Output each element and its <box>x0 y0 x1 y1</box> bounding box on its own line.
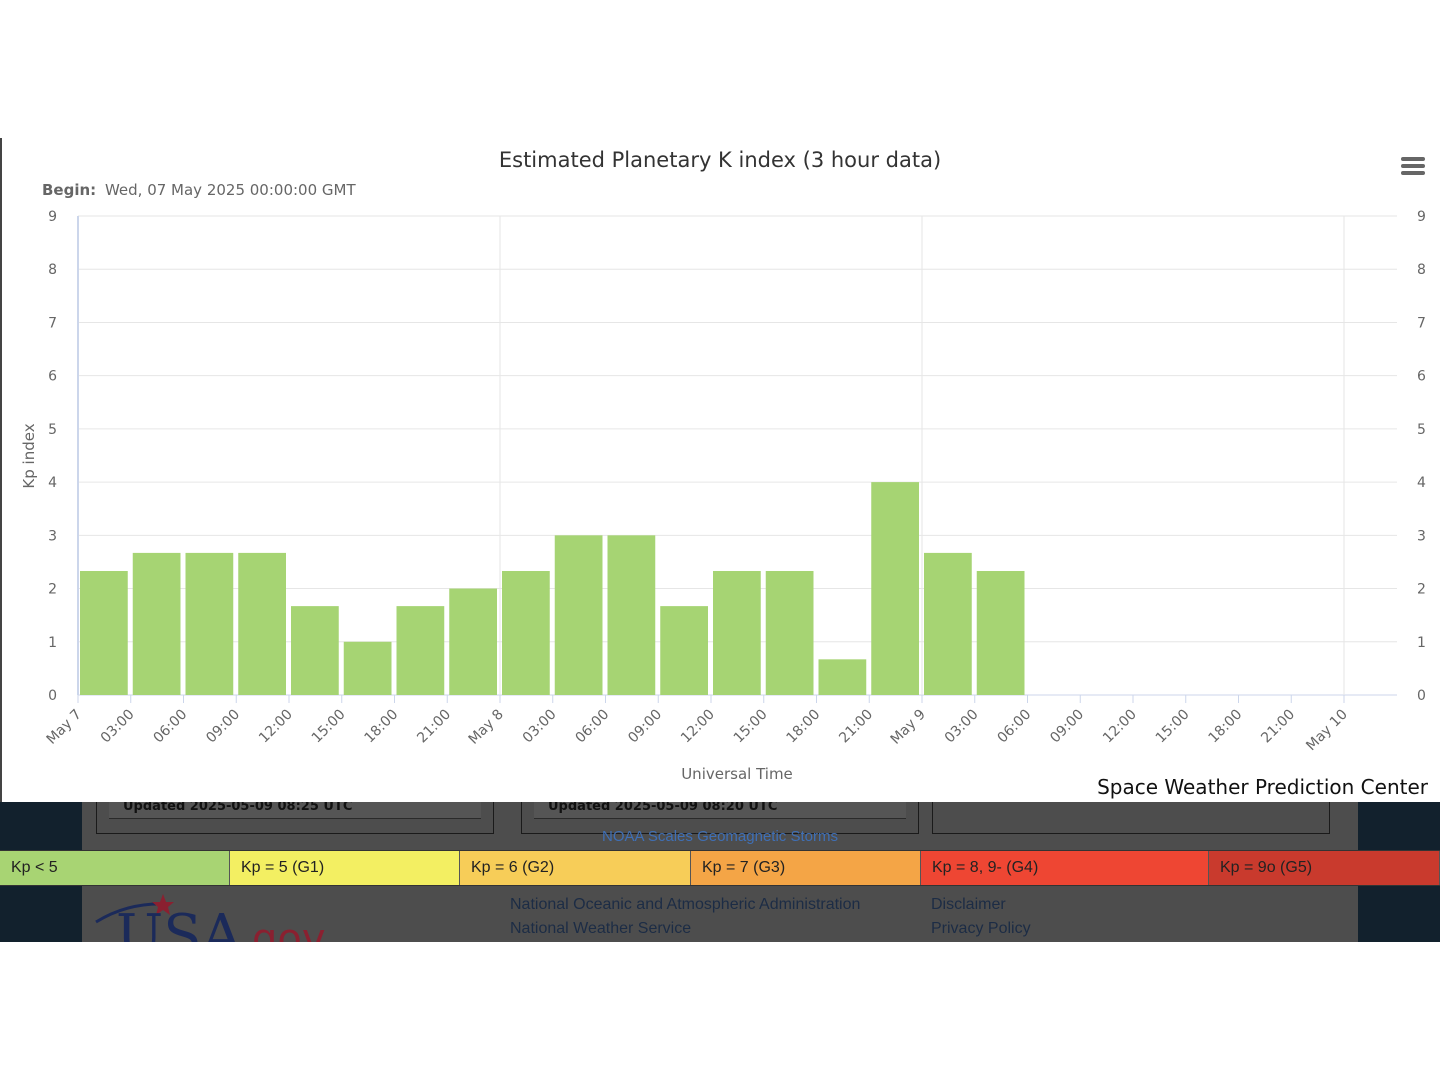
bar-13 <box>765 570 814 695</box>
update-box-3 <box>932 800 1330 834</box>
scale-cell-0: Kp < 5 <box>0 851 230 885</box>
x-tick-label-24: May 10 <box>1303 707 1351 755</box>
kp-index-chart: Estimated Planetary K index (3 hour data… <box>20 148 1426 783</box>
y-tick-label-right-1: 1 <box>1417 635 1426 651</box>
x-tick-label-17: 03:00 <box>942 707 982 747</box>
y-tick-label-right-0: 0 <box>1417 688 1426 704</box>
y-tick-label-right-6: 6 <box>1417 369 1426 385</box>
updated-text-1: Updated 2025-05-09 08:25 UTC <box>109 800 481 819</box>
bar-11 <box>660 606 708 695</box>
x-tick-label-11: 09:00 <box>625 707 665 747</box>
footer-link-privacy[interactable]: Privacy Policy <box>931 920 1031 937</box>
bar-16 <box>924 552 972 695</box>
footer-link-noaa[interactable]: National Oceanic and Atmospheric Adminis… <box>510 896 861 913</box>
updated-text-2: Updated 2025-05-09 08:20 UTC <box>534 800 906 819</box>
subtitle-value: Wed, 07 May 2025 00:00:00 GMT <box>105 181 357 199</box>
bar-12 <box>713 570 761 695</box>
bar-1 <box>132 552 181 695</box>
bar-14 <box>818 659 867 695</box>
chart-menu-icon[interactable] <box>1401 157 1425 177</box>
x-tick-label-21: 15:00 <box>1153 707 1193 747</box>
bar-15 <box>871 482 919 695</box>
bar-2 <box>185 552 234 695</box>
x-tick-label-9: 03:00 <box>520 707 560 747</box>
update-box-2: Updated 2025-05-09 08:20 UTC <box>521 800 919 834</box>
page-bottom-blank <box>0 942 1440 1080</box>
y-tick-label-left-3: 3 <box>48 528 57 544</box>
y-tick-label-left-5: 5 <box>48 422 57 438</box>
svg-text:gov: gov <box>252 916 326 942</box>
x-tick-label-6: 18:00 <box>361 707 401 747</box>
scale-cell-1: Kp = 5 (G1) <box>230 851 460 885</box>
y-tick-label-left-4: 4 <box>48 475 57 491</box>
x-tick-label-16: May 9 <box>888 707 929 748</box>
x-tick-label-5: 15:00 <box>309 707 349 747</box>
scale-cell-4: Kp = 8, 9- (G4) <box>921 851 1209 885</box>
scale-cell-5: Kp = 9o (G5) <box>1209 851 1440 885</box>
x-tick-label-20: 12:00 <box>1100 707 1140 747</box>
y-tick-label-left-6: 6 <box>48 369 57 385</box>
bar-series <box>80 482 1025 695</box>
x-tick-label-8: May 8 <box>466 707 507 748</box>
y-tick-label-left-8: 8 <box>48 262 57 278</box>
chart-subtitle: Begin: Wed, 07 May 2025 00:00:00 GMT <box>42 181 356 199</box>
footer-link-nws[interactable]: National Weather Service <box>510 920 692 937</box>
x-tick-label-22: 18:00 <box>1205 707 1245 747</box>
bar-6 <box>396 606 445 695</box>
x-axis-label: Universal Time <box>681 765 793 783</box>
x-tick-label-10: 06:00 <box>572 707 612 747</box>
noaa-scales-link[interactable]: NOAA Scales Geomagnetic Storms <box>602 828 838 845</box>
chart-credit: Space Weather Prediction Center <box>1097 775 1428 799</box>
y-tick-label-left-1: 1 <box>48 635 57 651</box>
usa-gov-logo[interactable]: USA gov <box>88 892 338 942</box>
y-tick-label-right-4: 4 <box>1417 475 1426 491</box>
x-tick-label-4: 12:00 <box>256 707 296 747</box>
storm-scale-bar: Kp < 5 Kp = 5 (G1) Kp = 6 (G2) Kp = 7 (G3) K… <box>0 850 1440 886</box>
x-tick-label-19: 09:00 <box>1047 707 1087 747</box>
y-tick-label-right-9: 9 <box>1417 209 1426 225</box>
x-tick-label-7: 21:00 <box>414 707 454 747</box>
svg-text:USA: USA <box>116 903 243 942</box>
y-tick-label-left-2: 2 <box>48 582 57 598</box>
bar-5 <box>343 641 392 695</box>
x-tick-label-12: 12:00 <box>678 707 718 747</box>
bar-4 <box>291 606 339 695</box>
y-tick-label-right-3: 3 <box>1417 528 1426 544</box>
x-tick-label-2: 06:00 <box>150 707 190 747</box>
y-tick-label-right-2: 2 <box>1417 582 1426 598</box>
bar-8 <box>502 570 550 695</box>
scale-cell-3: Kp = 7 (G3) <box>691 851 921 885</box>
bar-9 <box>554 535 603 695</box>
x-tick-label-13: 15:00 <box>731 707 771 747</box>
subtitle-label: Begin: <box>42 181 96 199</box>
x-tick-label-23: 21:00 <box>1258 707 1298 747</box>
bar-3 <box>238 552 286 695</box>
scale-cell-2: Kp = 6 (G2) <box>460 851 691 885</box>
y-tick-label-left-7: 7 <box>48 315 57 331</box>
x-tick-label-15: 21:00 <box>836 707 876 747</box>
y-tick-label-right-5: 5 <box>1417 422 1426 438</box>
x-tick-label-1: 03:00 <box>98 707 138 747</box>
y-tick-label-left-9: 9 <box>48 209 57 225</box>
y-tick-label-left-0: 0 <box>48 688 57 704</box>
y-tick-label-right-8: 8 <box>1417 262 1426 278</box>
bar-7 <box>449 588 497 695</box>
y-axis-label: Kp index <box>20 423 38 488</box>
update-box-1: Updated 2025-05-09 08:25 UTC <box>96 800 494 834</box>
x-tick-label-0: May 7 <box>44 707 85 748</box>
y-tick-label-right-7: 7 <box>1417 315 1426 331</box>
x-tick-label-14: 18:00 <box>783 707 823 747</box>
x-tick-label-18: 06:00 <box>994 707 1034 747</box>
chart-title: Estimated Planetary K index (3 hour data… <box>499 148 941 172</box>
bar-0 <box>80 570 128 695</box>
footer-link-disclaimer[interactable]: Disclaimer <box>931 896 1006 913</box>
bar-17 <box>976 570 1025 695</box>
bar-10 <box>607 535 656 695</box>
x-tick-label-3: 09:00 <box>203 707 243 747</box>
